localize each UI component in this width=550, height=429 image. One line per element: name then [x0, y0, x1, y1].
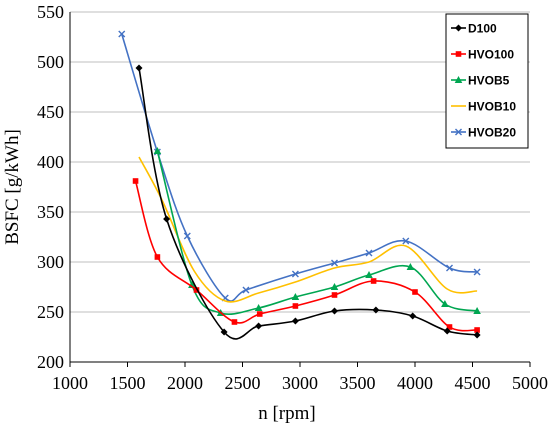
y-tick-label: 550	[37, 2, 64, 22]
legend-item-hvob20: HVOB20	[451, 126, 516, 140]
point-hvob5	[153, 147, 162, 154]
legend-item-hvo100: HVO100	[451, 48, 514, 62]
point-d100	[163, 215, 171, 223]
point-hvo100	[446, 324, 453, 330]
point-hvob20	[446, 264, 453, 272]
tick-labels: 200 250 300 350 400 450 500 550 1000 1500 2000 2500…	[37, 2, 548, 393]
point-hvob5	[406, 263, 415, 270]
point-hvob5	[188, 281, 196, 288]
legend-marker-d100	[455, 24, 462, 32]
x-tick-label: 3500	[340, 373, 376, 393]
point-hvob20	[291, 270, 299, 278]
point-hvob5	[330, 283, 339, 290]
x-tick-label: 2500	[225, 373, 261, 393]
point-d100	[409, 312, 417, 320]
point-hvo100	[256, 311, 263, 317]
point-hvo100	[132, 178, 139, 184]
legend: D100 HVO100 HVOB5 HVOB10 HVOB20	[445, 13, 529, 149]
y-tick-label: 450	[37, 102, 64, 122]
legend-item-hvob10: HVOB10	[451, 100, 516, 114]
point-hvob20	[331, 259, 338, 267]
series-hvob10	[138, 156, 478, 303]
point-hvob20	[183, 232, 191, 240]
x-tick-label: 3000	[282, 373, 318, 393]
point-hvob5	[441, 300, 449, 307]
point-hvob5	[473, 307, 481, 314]
y-tick-label: 500	[37, 52, 64, 72]
series-lines	[118, 30, 481, 340]
legend-label-hvo100: HVO100	[468, 48, 514, 62]
point-hvob20	[118, 30, 126, 38]
point-d100	[220, 328, 228, 336]
point-hvob20	[402, 237, 410, 245]
legend-marker-hvob5	[454, 76, 463, 83]
point-hvob5	[291, 293, 300, 300]
point-hvo100	[154, 254, 161, 260]
legend-marker-hvo100	[455, 51, 462, 57]
point-d100	[255, 322, 263, 330]
point-hvo100	[412, 289, 418, 295]
x-tick-label: 4000	[397, 373, 433, 393]
x-tick-label: 5000	[512, 373, 548, 393]
point-d100	[372, 306, 380, 314]
y-tick-label: 300	[37, 252, 64, 272]
legend-label-hvob20: HVOB20	[468, 126, 516, 140]
point-hvob20	[473, 268, 481, 276]
point-d100	[291, 317, 299, 325]
series-hvob20	[118, 30, 481, 302]
y-tick-label: 200	[37, 352, 64, 372]
legend-item-hvob5: HVOB5	[451, 74, 510, 88]
legend-label-d100: D100	[468, 22, 497, 36]
x-tick-label: 1500	[110, 373, 146, 393]
line-d100	[138, 67, 478, 340]
point-d100	[473, 331, 481, 339]
legend-marker-hvob20	[455, 128, 462, 136]
point-hvob5	[365, 271, 373, 278]
point-hvo100	[474, 327, 480, 333]
point-hvo100	[292, 303, 299, 309]
point-hvo100	[370, 278, 377, 284]
grid	[70, 11, 530, 363]
line-hvob10	[138, 156, 478, 303]
y-tick-label: 250	[37, 302, 64, 322]
axes	[69, 12, 531, 367]
point-d100	[443, 327, 451, 335]
point-d100	[331, 307, 338, 315]
x-tick-label: 2000	[167, 373, 203, 393]
point-hvob5	[254, 304, 263, 311]
x-axis-title: n [rpm]	[258, 403, 316, 424]
line-hvob20	[120, 33, 478, 302]
series-hvo100	[132, 178, 480, 333]
series-d100	[135, 64, 481, 340]
point-hvo100	[331, 292, 338, 298]
y-tick-label: 350	[37, 202, 64, 222]
point-d100	[135, 64, 143, 72]
legend-label-hvob10: HVOB10	[468, 100, 516, 114]
line-hvob5	[156, 150, 478, 316]
series-hvob5	[153, 147, 481, 316]
y-axis-title: BSFC [g/kWh]	[2, 129, 23, 245]
point-hvob20	[365, 249, 373, 257]
x-tick-label: 1000	[52, 373, 88, 393]
x-tick-label: 4500	[455, 373, 491, 393]
point-hvob20	[242, 286, 250, 294]
point-hvo100	[231, 319, 238, 325]
legend-label-hvob5: HVOB5	[468, 74, 510, 88]
y-tick-label: 400	[37, 152, 64, 172]
legend-item-d100: D100	[451, 22, 497, 36]
